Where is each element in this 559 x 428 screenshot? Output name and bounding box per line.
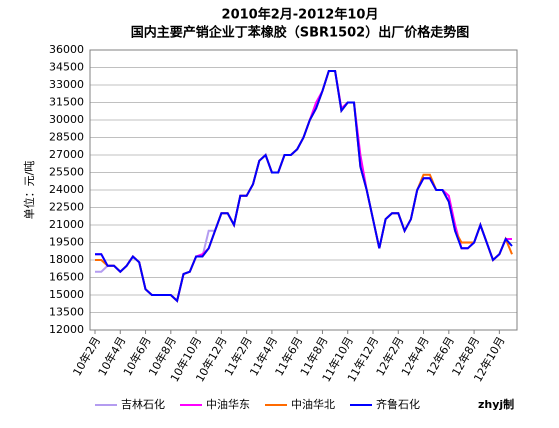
series-line	[95, 70, 513, 303]
series-line	[95, 70, 512, 303]
y-tick-label: 24000	[49, 183, 84, 196]
y-tick-label: 28500	[49, 131, 84, 144]
y-tick-label: 22500	[49, 201, 84, 214]
y-tick-label: 18000	[49, 253, 84, 266]
y-tick-label: 33000	[49, 78, 84, 91]
series-line	[95, 70, 512, 303]
y-tick-label: 16500	[49, 271, 84, 284]
y-tick-label: 27000	[49, 148, 84, 161]
y-axis-label: 单位：元/吨	[22, 161, 36, 220]
annotation: zhyj制	[478, 397, 514, 411]
plot-border	[89, 49, 518, 331]
legend-label: 齐鲁石化	[376, 397, 420, 411]
y-tick-label: 12000	[49, 323, 84, 336]
y-tick-label: 19500	[49, 236, 84, 249]
y-tick-label: 13500	[49, 306, 84, 319]
y-tick-label: 15000	[49, 288, 84, 301]
y-tick-label: 25500	[49, 166, 84, 179]
y-tick-label: 21000	[49, 218, 84, 231]
y-tick-label: 34500	[49, 61, 84, 74]
chart-subtitle: 国内主要产销企业丁苯橡胶（SBR1502）出厂价格走势图	[131, 25, 469, 41]
y-tick-label: 36000	[49, 43, 84, 56]
legend-label: 中油华北	[291, 397, 335, 411]
y-tick-label: 31500	[49, 96, 84, 109]
legend-label: 中油华东	[206, 397, 250, 411]
chart-title: 2010年2月-2012年10月	[222, 7, 379, 23]
series-line	[95, 70, 513, 303]
y-tick-label: 30000	[49, 113, 84, 126]
legend-label: 吉林石化	[121, 397, 165, 411]
